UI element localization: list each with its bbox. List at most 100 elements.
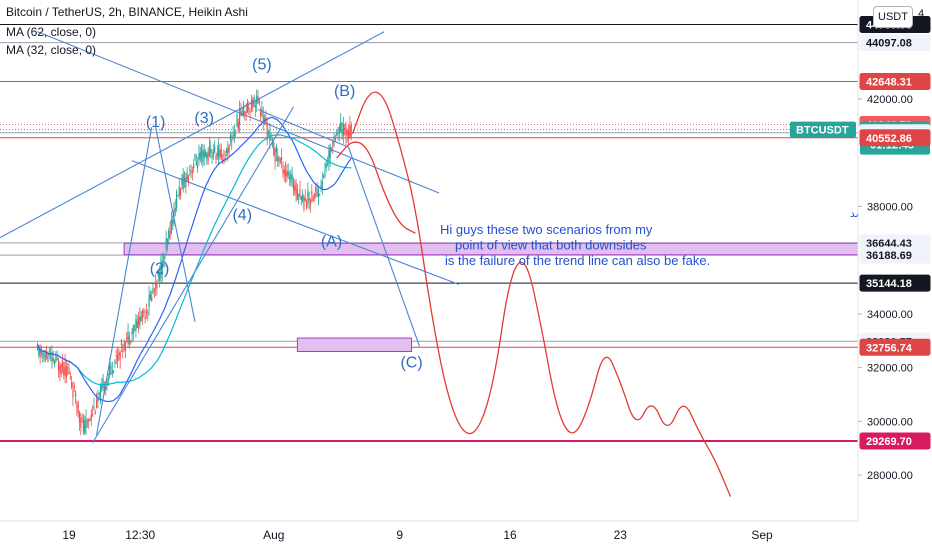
- candle-body: [266, 122, 268, 141]
- price-tag-value: 29269.70: [866, 436, 912, 448]
- candle-body: [214, 146, 216, 153]
- candle-body: [74, 390, 77, 398]
- candle-body: [227, 147, 229, 154]
- candle-body: [235, 130, 237, 132]
- candle-body: [229, 135, 232, 140]
- candle-body: [44, 355, 46, 357]
- trend-line[interactable]: [155, 127, 196, 323]
- trend-line[interactable]: [92, 106, 294, 444]
- candle-body: [105, 386, 107, 390]
- price-tag[interactable]: 40552.86: [859, 129, 931, 147]
- x-tick-label: 19: [62, 528, 76, 542]
- candle-body: [215, 155, 217, 160]
- price-tag[interactable]: 36188.69: [859, 246, 931, 264]
- candle-body: [286, 171, 288, 177]
- candle-body: [170, 219, 172, 233]
- target-zone[interactable]: [296, 337, 413, 353]
- time-axis[interactable]: [0, 521, 932, 550]
- candle-body: [212, 151, 214, 158]
- trend-line[interactable]: [348, 147, 420, 347]
- candle-body: [56, 359, 58, 361]
- price-tag[interactable]: 32756.74: [859, 338, 931, 356]
- candle-body: [191, 171, 193, 173]
- candle-body: [207, 151, 209, 162]
- candle-body: [236, 114, 238, 127]
- candle-body: [128, 335, 130, 345]
- candle-body: [131, 331, 133, 335]
- candle-body: [156, 282, 158, 289]
- trend-line[interactable]: [257, 109, 349, 148]
- forecast-path[interactable]: [336, 141, 416, 234]
- price-tag[interactable]: 42648.31: [859, 73, 931, 91]
- candle-body: [220, 149, 222, 158]
- candle-body: [290, 174, 292, 180]
- candle-body: [93, 406, 95, 409]
- x-tick-label: 9: [396, 528, 403, 542]
- price-tag[interactable]: 29269.70: [859, 432, 931, 450]
- trend-line[interactable]: [131, 160, 460, 285]
- candle-body: [130, 340, 132, 342]
- candle-body: [270, 139, 272, 141]
- candle-body: [53, 361, 56, 364]
- candle-body: [81, 417, 83, 420]
- trend-line[interactable]: [96, 127, 153, 435]
- candle-body: [115, 355, 117, 357]
- candle-body: [140, 316, 142, 322]
- candle-body: [200, 149, 203, 157]
- candle-body: [233, 132, 235, 137]
- candle-body: [182, 174, 184, 190]
- candle-body: [97, 398, 99, 402]
- y-tick-label: 32000.00: [867, 363, 913, 375]
- ma32-line[interactable]: [37, 116, 352, 403]
- candle-body: [48, 354, 50, 356]
- candle-body: [72, 390, 74, 398]
- candle-body: [141, 311, 144, 318]
- wave-label: (5): [252, 56, 272, 73]
- candle-body: [315, 187, 317, 192]
- candle-body: [287, 170, 289, 177]
- candle-body: [300, 196, 302, 201]
- currency-button[interactable]: USDT: [873, 6, 913, 28]
- candle-body: [194, 154, 196, 160]
- price-tag[interactable]: 44097.08: [859, 34, 931, 52]
- candle-body: [228, 144, 230, 153]
- candle-body: [239, 108, 241, 125]
- candle-body: [232, 135, 234, 140]
- candle-body: [160, 264, 162, 278]
- wave-label: (A): [321, 234, 342, 251]
- candle-body: [206, 153, 208, 159]
- candle-body: [144, 317, 146, 320]
- candle-body: [179, 188, 182, 196]
- candle-body: [189, 174, 191, 176]
- candle-body: [139, 316, 141, 326]
- candle-body: [246, 102, 249, 113]
- candle-body: [309, 200, 312, 205]
- candle-body: [350, 124, 352, 137]
- candle-body: [137, 318, 140, 325]
- wave-label: (C): [400, 355, 422, 372]
- candle-body: [80, 418, 82, 428]
- candle-body: [119, 352, 121, 360]
- trend-line[interactable]: [37, 31, 440, 194]
- price-tag-value: 36188.69: [866, 250, 912, 262]
- price-tag-value: 40552.86: [866, 133, 912, 145]
- candle-body: [76, 405, 78, 407]
- forecast-path[interactable]: [351, 91, 732, 497]
- candle-body: [319, 195, 321, 197]
- candle-body: [328, 150, 330, 164]
- ticker-badge: [790, 121, 856, 138]
- price-tag[interactable]: 35144.18: [859, 274, 931, 292]
- candle-body: [263, 118, 266, 122]
- candle-body: [258, 99, 260, 104]
- candle-body: [149, 293, 151, 300]
- candle-body: [42, 353, 44, 355]
- candle-body: [344, 127, 346, 129]
- candle-body: [242, 103, 245, 117]
- candle-body: [147, 312, 149, 314]
- candle-body: [313, 193, 316, 197]
- candle-body: [143, 310, 145, 313]
- price-tag-bg: [859, 246, 931, 264]
- trend-line[interactable]: [0, 31, 385, 239]
